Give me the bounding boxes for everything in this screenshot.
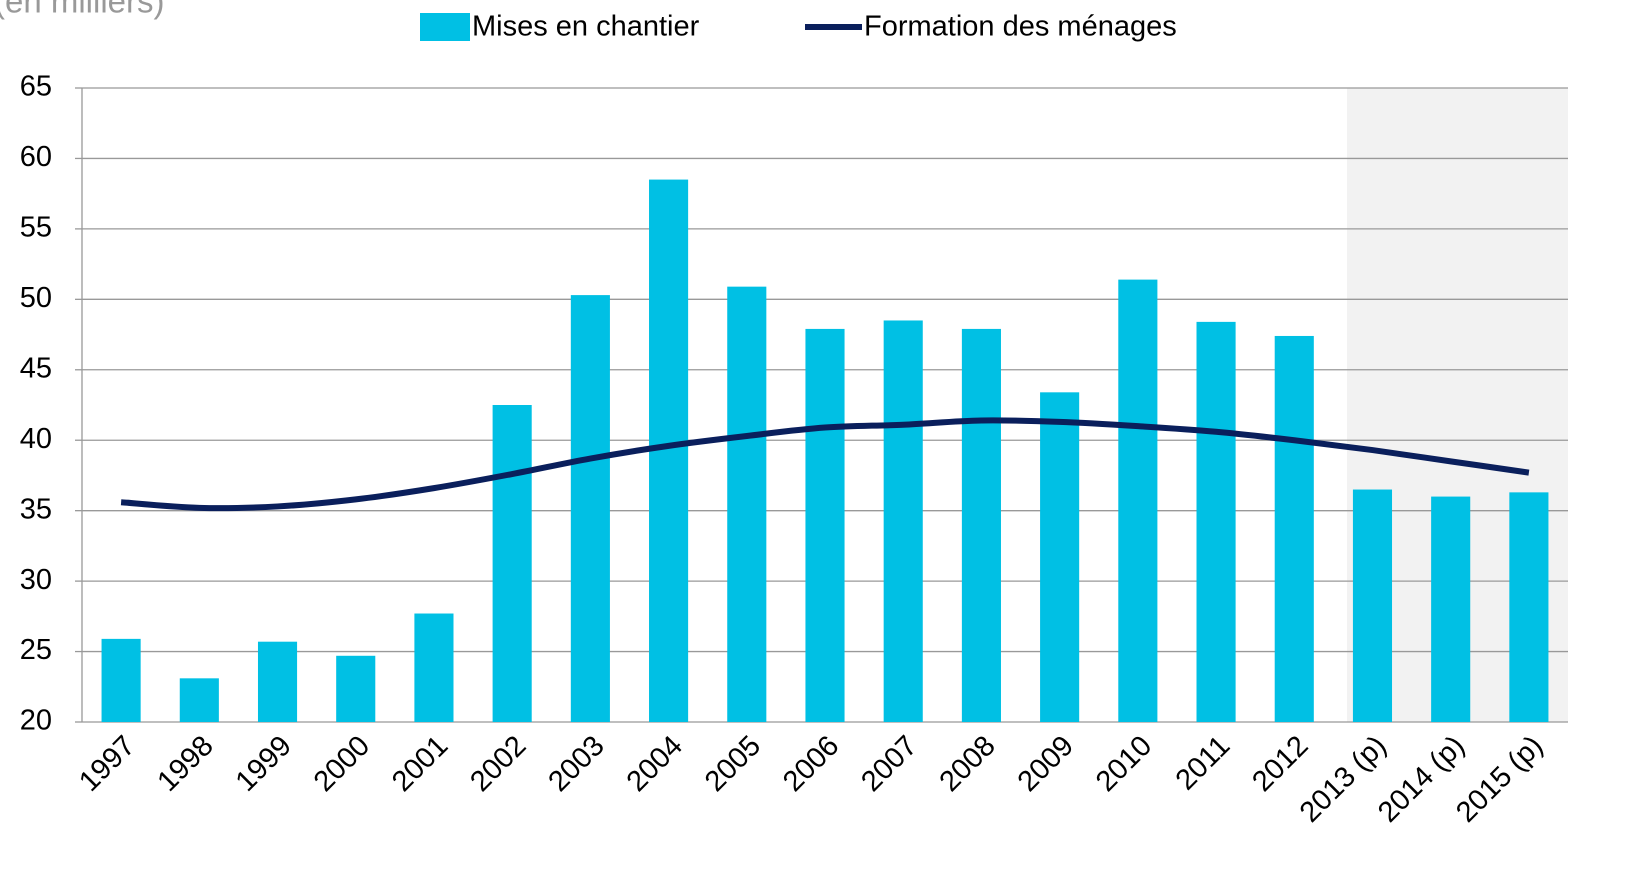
x-tick-label: 2003	[542, 730, 610, 798]
bar	[570, 295, 610, 722]
x-tick-label: 2008	[934, 730, 1002, 798]
bar	[336, 655, 376, 722]
y-tick-label: 40	[20, 423, 52, 455]
y-tick-label: 35	[20, 493, 52, 525]
y-axis-label: (en milliers)	[0, 0, 165, 20]
y-tick-label: 60	[20, 141, 52, 173]
x-tick-label: 2014 (p)	[1372, 730, 1471, 829]
bar	[1196, 321, 1236, 722]
bar	[1352, 489, 1393, 722]
y-tick-label: 20	[20, 705, 52, 737]
x-tick-label: 1999	[230, 730, 298, 798]
x-tick-label: 2005	[699, 730, 767, 798]
x-tick-label: 1998	[151, 730, 219, 798]
y-tick-label: 25	[20, 634, 52, 666]
x-tick-label: 2000	[308, 730, 376, 798]
y-tick-label: 65	[20, 71, 52, 103]
bar	[1431, 496, 1471, 722]
x-tick-label: 2002	[464, 730, 532, 798]
bar	[1040, 392, 1080, 722]
x-tick-label: 1997	[73, 730, 141, 798]
bar	[257, 641, 298, 722]
x-tick-label: 2015 (p)	[1450, 730, 1549, 829]
line	[120, 417, 1530, 512]
y-tick-label: 55	[20, 212, 52, 244]
bar	[414, 613, 454, 722]
x-tick-label: 2006	[777, 730, 845, 798]
x-tick-label: 2012	[1246, 730, 1314, 798]
bar	[101, 638, 141, 722]
legend-swatch	[420, 13, 470, 41]
x-tick-label: 2007	[855, 730, 923, 798]
y-tick-label: 50	[20, 282, 52, 314]
x-tick-label: 2004	[621, 730, 689, 798]
y-tick-label: 45	[20, 352, 52, 384]
bar	[1509, 492, 1549, 722]
bar	[1118, 279, 1158, 722]
bar	[492, 405, 532, 722]
bar	[727, 286, 767, 722]
x-tick-label: 2001	[386, 730, 454, 798]
bar	[1274, 335, 1314, 722]
legend-label: Formation des ménages	[864, 11, 1177, 43]
y-tick-label: 30	[20, 564, 52, 596]
bar	[805, 328, 845, 722]
legend-label: Mises en chantier	[472, 11, 700, 43]
x-tick-label: 2010	[1090, 730, 1158, 798]
x-tick-label: 2011	[1170, 730, 1237, 797]
x-tick-label: 2009	[1012, 730, 1080, 798]
bar	[179, 678, 219, 722]
x-tick-label: 2013 (p)	[1294, 730, 1393, 829]
bar	[883, 320, 923, 722]
bar	[961, 328, 1001, 722]
